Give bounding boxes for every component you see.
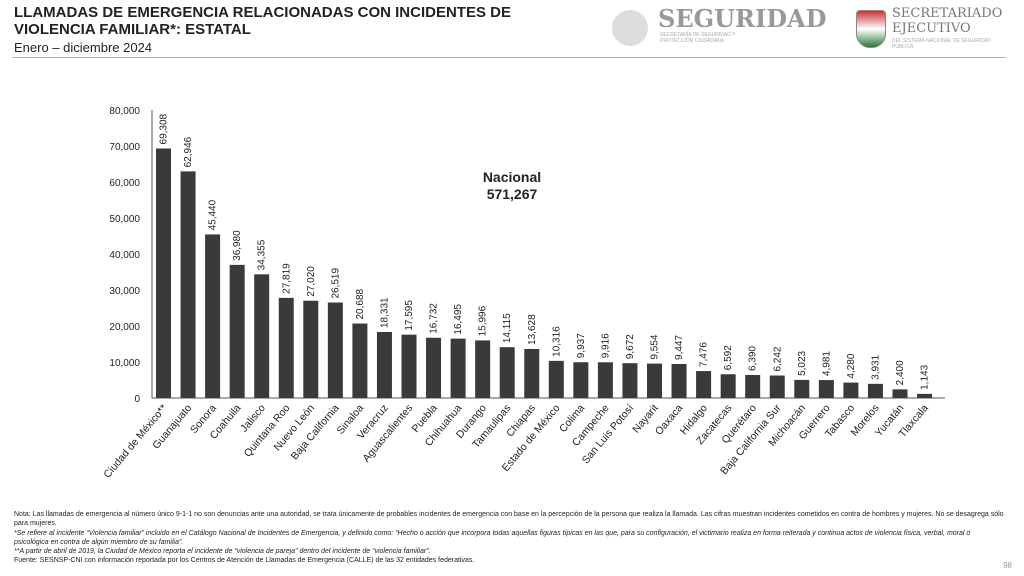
header-divider [12, 57, 1006, 58]
bar [892, 389, 908, 398]
data-label: 9,554 [650, 334, 661, 359]
sesnsp-shield-logo [856, 10, 886, 48]
data-label: 13,628 [527, 314, 538, 345]
data-label: 69,308 [159, 113, 170, 144]
bar-chart: 0 10,000 20,000 30,000 40,000 50,000 60,000 70,… [101, 106, 945, 481]
data-label: 26,519 [330, 268, 341, 299]
bar [254, 274, 270, 398]
note-1: Nota: Las llamadas de emergencia al núme… [14, 511, 1004, 528]
bar [573, 362, 589, 398]
bar [303, 300, 319, 398]
y-tick-label: 70,000 [109, 142, 140, 153]
y-tick-label: 10,000 [109, 358, 140, 369]
bar [156, 148, 171, 398]
y-tick-label: 20,000 [109, 322, 140, 333]
data-label: 9,937 [576, 333, 587, 358]
mexico-seal-logo [612, 10, 648, 46]
data-label: 4,981 [821, 351, 832, 376]
secretariado-logo-sub: DEL SISTEMA NACIONAL DE SEGURIDAD PÚBLIC… [892, 38, 991, 50]
page-number: 98 [1003, 561, 1012, 570]
bar [794, 379, 810, 398]
bar [180, 171, 196, 398]
data-label: 18,331 [379, 297, 390, 328]
data-label: 9,672 [625, 334, 636, 359]
data-label: 36,980 [232, 230, 243, 261]
bar [352, 323, 368, 398]
bar [720, 374, 736, 398]
bar [327, 302, 343, 398]
seguridad-logo-sub: SECRETARÍA DE SEGURIDAD Y PROTECCIÓN CIU… [660, 32, 736, 44]
data-label: 4,280 [846, 353, 857, 378]
page-title: LLAMADAS DE EMERGENCIA RELACIONADAS CON … [14, 4, 511, 38]
source: Fuente: SESNSP-CNI con información repor… [14, 557, 475, 565]
bar [843, 382, 859, 398]
y-tick-label: 30,000 [109, 286, 140, 297]
bar [671, 363, 687, 398]
y-tick-label: 40,000 [109, 250, 140, 261]
data-label: 6,390 [748, 346, 759, 371]
data-label: 62,946 [183, 136, 194, 167]
bar [597, 362, 613, 398]
bar [278, 297, 294, 398]
bar [524, 348, 540, 398]
data-label: 14,115 [502, 313, 513, 343]
bar [499, 347, 515, 398]
bar [401, 334, 417, 398]
data-label: 20,688 [355, 288, 366, 319]
bar [548, 360, 564, 398]
data-label: 6,242 [772, 346, 783, 371]
secretariado-logo: SECRETARIADO EJECUTIVO [892, 6, 1003, 36]
national-value: 571,267 [487, 186, 538, 202]
data-label: 5,023 [797, 350, 808, 375]
bar [205, 234, 221, 398]
data-label: 45,440 [208, 199, 219, 230]
bar [622, 363, 638, 398]
bar [818, 380, 834, 398]
data-label: 9,916 [600, 333, 611, 358]
seguridad-logo: SEGURIDAD [658, 4, 827, 33]
data-label: 7,476 [699, 342, 710, 367]
bar [475, 340, 491, 398]
data-label: 27,020 [306, 266, 317, 297]
data-label: 27,819 [281, 263, 292, 294]
bar [229, 264, 245, 398]
data-label: 15,996 [478, 305, 489, 336]
y-tick-label: 50,000 [109, 214, 140, 225]
data-label: 2,400 [895, 360, 906, 385]
bar [376, 332, 392, 398]
bar [867, 383, 883, 398]
bar [426, 337, 442, 398]
data-label: 3,931 [870, 354, 881, 379]
note-3: **A partir de abril de 2019, la Ciudad d… [14, 548, 431, 556]
bar [769, 375, 785, 398]
bar [647, 363, 662, 398]
data-label: 17,595 [404, 300, 415, 331]
national-label: Nacional [483, 169, 541, 185]
data-label: 1,143 [920, 364, 931, 389]
data-label: 6,592 [723, 345, 734, 370]
note-2: *Se refiere al incidente “Violencia fami… [14, 529, 971, 546]
data-label: 10,316 [551, 326, 562, 357]
data-label: 34,355 [257, 239, 268, 270]
bar [745, 374, 761, 398]
page-subtitle: Enero – diciembre 2024 [14, 40, 153, 55]
bar [696, 371, 712, 398]
bar [917, 393, 933, 398]
footnotes: Nota: Las llamadas de emergencia al núme… [14, 510, 1004, 566]
y-tick-label: 0 [134, 394, 140, 405]
y-tick-label: 60,000 [109, 178, 140, 189]
bar [450, 338, 466, 398]
data-label: 16,732 [429, 303, 440, 334]
data-label: 16,495 [453, 304, 464, 335]
data-label: 9,447 [674, 335, 685, 360]
y-tick-label: 80,000 [109, 106, 140, 117]
